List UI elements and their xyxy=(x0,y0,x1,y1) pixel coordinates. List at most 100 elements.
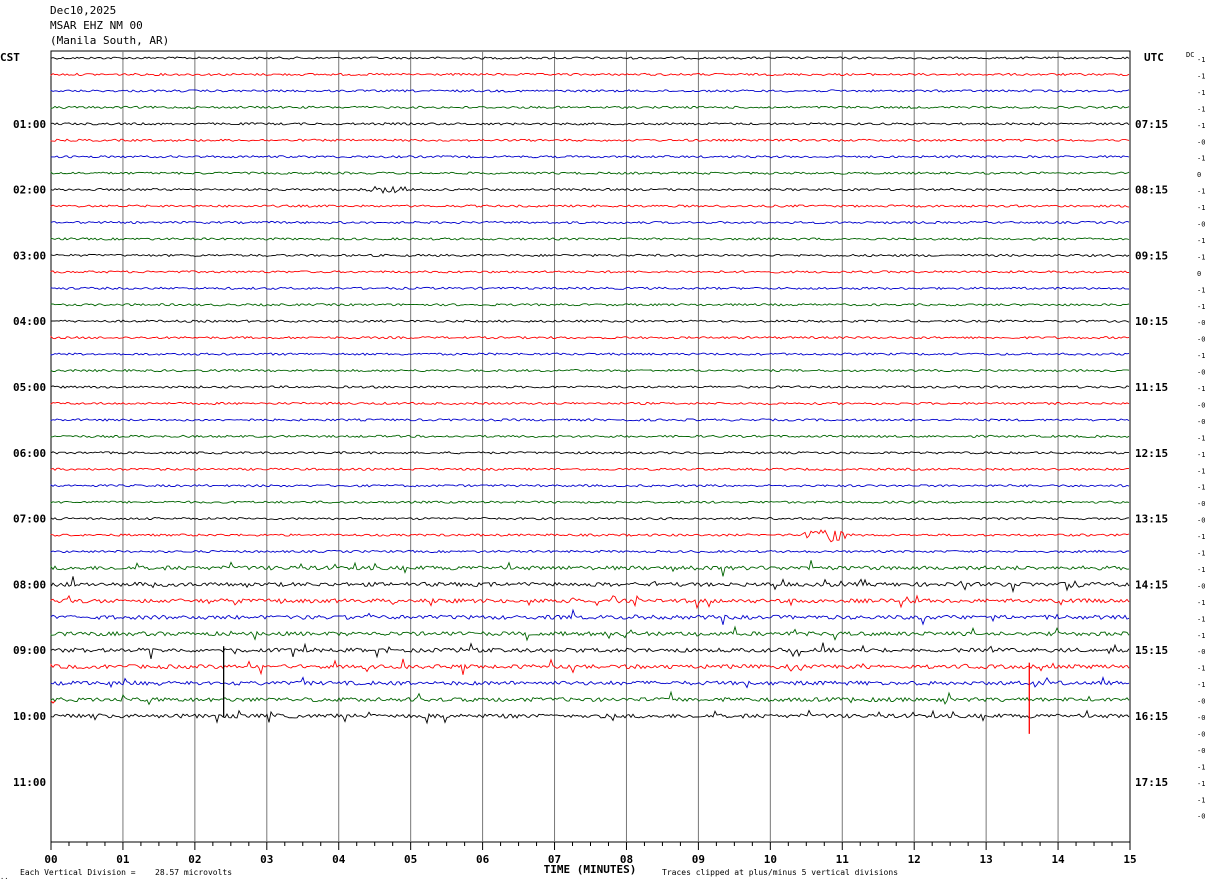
trace-row-7 xyxy=(50,155,1130,159)
dc-offset: -0 xyxy=(1197,648,1205,656)
x-tick-label: 14 xyxy=(1051,853,1065,866)
dc-label: DC xyxy=(1186,51,1194,59)
utc-hour-label: 09:15 xyxy=(1135,249,1168,262)
trace-row-26 xyxy=(50,467,1130,471)
trace-row-9 xyxy=(50,185,1130,194)
dc-offset: -0 xyxy=(1197,747,1205,755)
dc-offset: -1 xyxy=(1197,204,1205,212)
utc-label: UTC xyxy=(1144,51,1164,64)
dc-offset: -1 xyxy=(1197,599,1205,607)
dc-offset: -1 xyxy=(1197,796,1205,804)
cst-hour-label: 01:00 xyxy=(13,118,46,131)
trace-row-6 xyxy=(50,138,1130,142)
x-tick-label: 08 xyxy=(620,853,633,866)
logo-mark: .. xyxy=(0,873,8,881)
dc-offset: -1 xyxy=(1197,780,1205,788)
dc-offset: -0 xyxy=(1197,813,1205,821)
utc-hour-label: 12:15 xyxy=(1135,447,1168,460)
trace-row-31 xyxy=(50,549,1130,554)
x-tick-label: 02 xyxy=(188,853,201,866)
trace-row-17 xyxy=(50,319,1130,323)
dc-offset: -1 xyxy=(1197,434,1205,442)
dc-offset: -1 xyxy=(1197,253,1205,261)
trace-row-27 xyxy=(50,484,1130,488)
x-tick-label: 04 xyxy=(332,853,346,866)
utc-hour-label: 08:15 xyxy=(1135,184,1168,197)
x-tick-label: 12 xyxy=(908,853,921,866)
x-tick-label: 10 xyxy=(764,853,777,866)
trace-row-35 xyxy=(50,608,1130,626)
cst-hour-label: 11:00 xyxy=(13,776,46,789)
trace-row-39 xyxy=(50,675,1130,689)
seismogram-date: Dec10,2025 xyxy=(50,4,117,17)
dc-offset: 0 xyxy=(1197,171,1201,179)
cst-hour-label: 05:00 xyxy=(13,381,46,394)
clip-note: Traces clipped at plus/minus 5 vertical … xyxy=(662,868,898,877)
trace-row-36 xyxy=(50,625,1130,642)
dc-offset: -1 xyxy=(1197,533,1205,541)
utc-hour-label: 10:15 xyxy=(1135,315,1168,328)
station-code: MSAR EHZ NM 00 xyxy=(50,19,143,32)
dc-offset: -1 xyxy=(1197,566,1205,574)
trace-row-2 xyxy=(50,72,1130,77)
trace-row-3 xyxy=(50,89,1130,93)
dc-offset: -1 xyxy=(1197,484,1205,492)
trace-row-24 xyxy=(50,434,1130,439)
dc-offset: -1 xyxy=(1197,681,1205,689)
dc-offset: -1 xyxy=(1197,122,1205,130)
dc-offset: -0 xyxy=(1197,401,1205,409)
dc-offset: -1 xyxy=(1197,385,1205,393)
trace-row-22 xyxy=(50,401,1130,406)
trace-row-12 xyxy=(50,237,1130,241)
dc-offset: -1 xyxy=(1197,451,1205,459)
trace-row-20 xyxy=(50,368,1130,373)
trace-row-16 xyxy=(50,303,1130,307)
scale-label: Each Vertical Division = xyxy=(20,868,136,877)
trace-row-37 xyxy=(50,642,1130,659)
trace-row-13 xyxy=(50,253,1130,258)
trace-row-5 xyxy=(50,122,1130,126)
dc-offset: -0 xyxy=(1197,582,1205,590)
plot-frame xyxy=(50,50,1131,843)
trace-row-8 xyxy=(50,171,1130,175)
utc-hour-label: 15:15 xyxy=(1135,644,1168,657)
trace-row-29 xyxy=(50,516,1130,521)
dc-offset: -0 xyxy=(1197,730,1205,738)
x-tick-label: 07 xyxy=(548,853,561,866)
x-axis-title: TIME (MINUTES) xyxy=(544,863,637,876)
dc-offset: -0 xyxy=(1197,221,1205,229)
dc-offset: -1 xyxy=(1197,352,1205,360)
dc-offset: -1 xyxy=(1197,550,1205,558)
x-tick-label: 06 xyxy=(476,853,490,866)
x-tick-label: 09 xyxy=(692,853,705,866)
utc-hour-label: 07:15 xyxy=(1135,118,1168,131)
trace-row-41 xyxy=(50,709,1130,725)
cst-hour-label: 06:00 xyxy=(13,447,46,460)
trace-row-11 xyxy=(50,220,1130,225)
x-tick-label: 13 xyxy=(980,853,993,866)
cst-hour-label: 04:00 xyxy=(13,315,46,328)
dc-offset: -0 xyxy=(1197,418,1205,426)
x-tick-label: 05 xyxy=(404,853,417,866)
dc-offset: -0 xyxy=(1197,500,1205,508)
dc-offset: -0 xyxy=(1197,336,1205,344)
trace-row-28 xyxy=(50,500,1130,504)
utc-hour-label: 14:15 xyxy=(1135,578,1168,591)
trace-row-10 xyxy=(50,204,1130,208)
utc-hour-label: 17:15 xyxy=(1135,776,1168,789)
cst-label: CST xyxy=(0,51,20,64)
x-tick-label: 03 xyxy=(260,853,273,866)
dc-offset: -1 xyxy=(1197,467,1205,475)
dc-offset: -1 xyxy=(1197,89,1205,97)
dc-offset: -1 xyxy=(1197,72,1205,80)
dc-offset: -1 xyxy=(1197,615,1205,623)
trace-row-15 xyxy=(50,286,1130,291)
dc-offset: -0 xyxy=(1197,138,1205,146)
trace-row-40 xyxy=(50,690,1130,706)
dc-offset: 0 xyxy=(1197,270,1201,278)
trace-row-42 xyxy=(50,700,56,704)
trace-row-19 xyxy=(50,352,1130,356)
trace-row-18 xyxy=(50,335,1130,340)
cst-hour-label: 02:00 xyxy=(13,184,46,197)
